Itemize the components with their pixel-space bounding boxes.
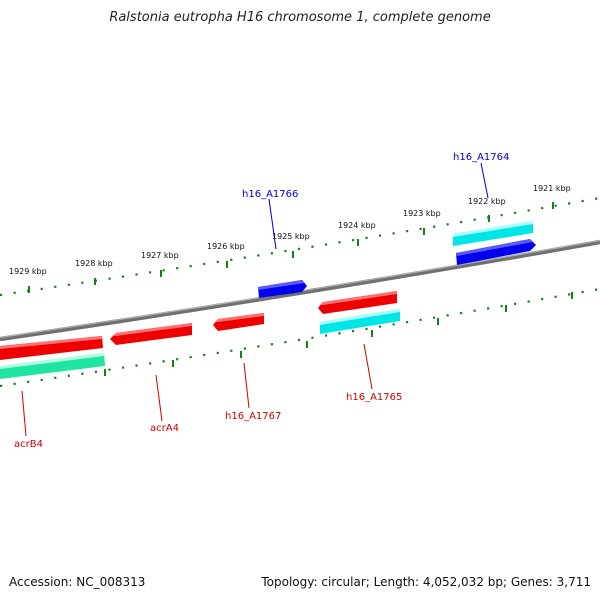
feature-h16-a1767-gene-shine [215, 313, 264, 322]
label-h16-a1764[interactable]: h16_A1764 [453, 152, 509, 163]
accession-text: Accession: NC_008313 [9, 575, 146, 589]
tick-label-1927: 1927 kbp [141, 251, 179, 260]
tick-label-1924: 1924 kbp [338, 221, 376, 230]
label-h16-a1766[interactable]: h16_A1766 [242, 189, 298, 200]
feature-acrb4-rna-shine [0, 353, 104, 369]
feature-h16-a1764-gene-shine [456, 239, 533, 256]
tick-label-1929: 1929 kbp [9, 267, 47, 276]
leader-line-acra4 [155, 374, 163, 422]
leader-line-acrb4 [21, 390, 27, 437]
label-h16-a1765[interactable]: h16_A1765 [346, 392, 402, 403]
label-acrb4[interactable]: acrB4 [14, 439, 43, 450]
genome-summary-text: Topology: circular; Length: 4,052,032 bp… [261, 575, 591, 589]
leader-line-h16-a1764 [480, 162, 489, 199]
feature-h16-a1765-rna-shine [320, 309, 400, 325]
feature-h16-a1766-gene-shine [258, 280, 305, 290]
tick-label-1923: 1923 kbp [403, 209, 441, 218]
tick-label-1921: 1921 kbp [533, 184, 571, 193]
tick-label-1925: 1925 kbp [272, 232, 310, 241]
scale-major-ticks-inner [104, 292, 573, 376]
feature-acra4-gene-shine [112, 323, 192, 336]
label-h16-a1767[interactable]: h16_A1767 [225, 411, 281, 422]
tick-label-1928: 1928 kbp [75, 259, 113, 268]
leader-line-h16-a1767 [243, 362, 250, 409]
tick-label-1926: 1926 kbp [207, 242, 245, 251]
leader-line-h16-a1765 [363, 343, 373, 390]
label-acra4[interactable]: acrA4 [150, 423, 179, 434]
feature-acrb4-gene-shine [0, 336, 102, 349]
scale-dots-outer [0, 196, 600, 297]
leader-line-h16-a1766 [268, 198, 277, 250]
scale-dots-inner [0, 287, 600, 388]
chromosome-backbone [0, 239, 600, 342]
map-title: Ralstonia eutropha H16 chromosome 1, com… [109, 10, 491, 25]
scale-major-ticks-outer [28, 202, 554, 293]
tick-label-1922: 1922 kbp [468, 197, 506, 206]
feature-h16-a1765-gene-shine [320, 291, 397, 305]
feature-acrb4-gene[interactable] [0, 336, 103, 360]
feature-h16-a1764-rna-shine [453, 221, 533, 237]
feature-h16-a1764-gene[interactable] [456, 239, 536, 265]
feature-acrb4-rna[interactable] [0, 353, 105, 379]
